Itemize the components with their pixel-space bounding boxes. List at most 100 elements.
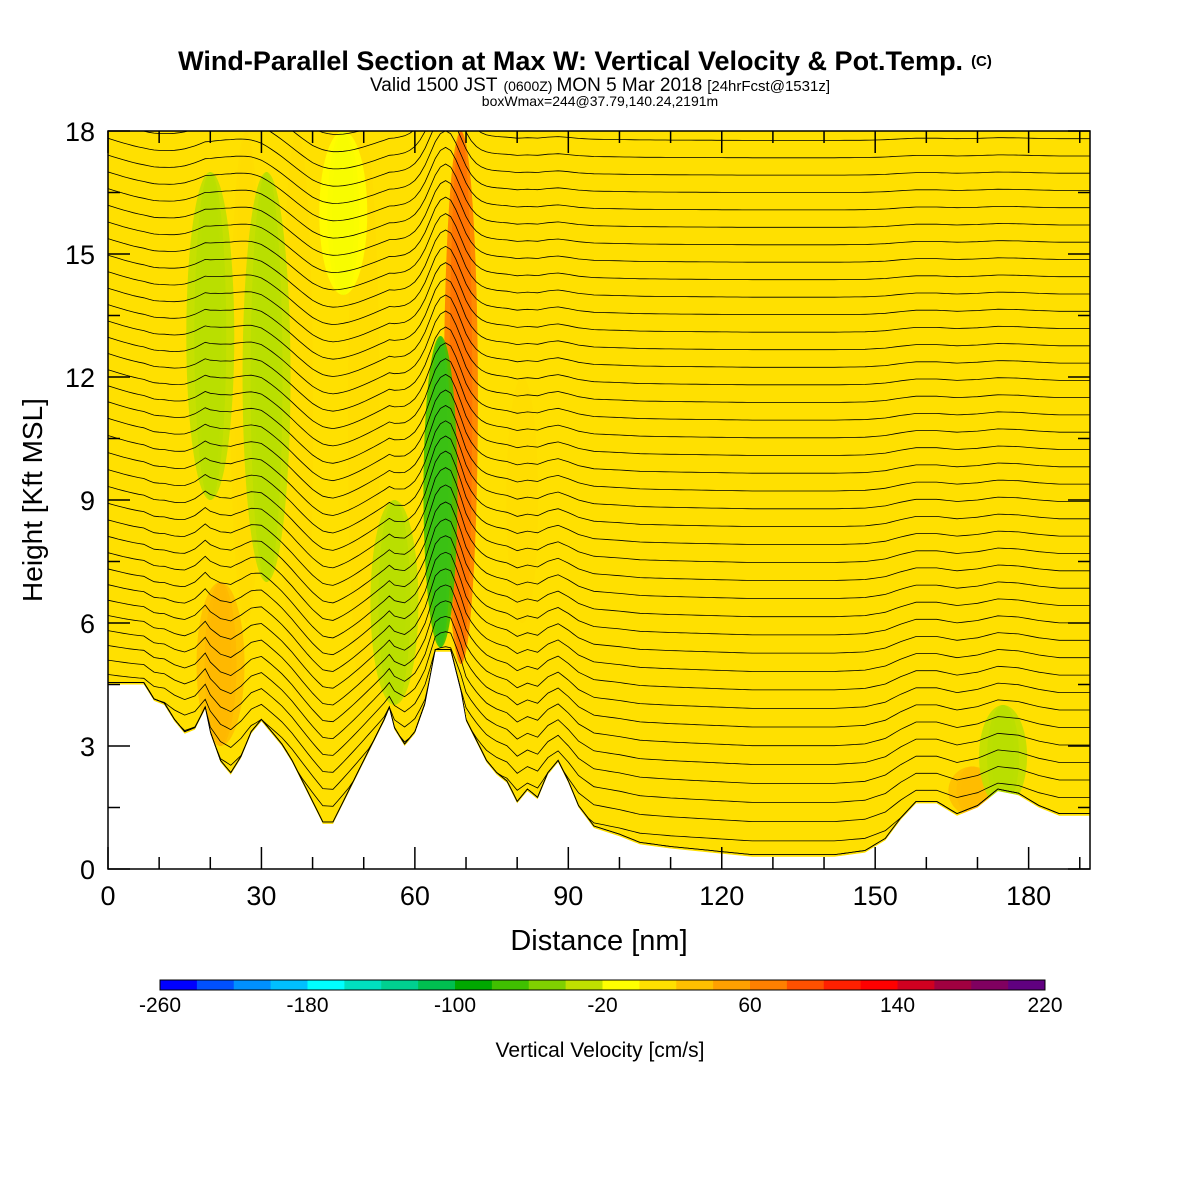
isentrope-line <box>108 373 1090 464</box>
colorbar-swatch <box>196 980 235 990</box>
isentrope-line <box>108 310 1090 395</box>
colorbar-swatch <box>676 980 714 990</box>
colorbar-swatch <box>934 980 972 990</box>
colorbar-swatch <box>786 980 825 990</box>
isentrope-line <box>141 131 1090 170</box>
colorbar-swatch <box>713 980 751 990</box>
colorbar-swatch <box>528 980 567 990</box>
colorbar-frame <box>159 979 1046 991</box>
updraft-band <box>196 582 245 746</box>
x-axis-label: Distance [nm] <box>510 925 687 957</box>
x-tick-label: 90 <box>553 881 583 911</box>
downdraft-band <box>319 131 368 295</box>
colorbar-swatch <box>455 980 493 990</box>
isentrope-line <box>108 501 1090 604</box>
colorbar-swatch <box>860 980 898 990</box>
y-tick-label: 0 <box>80 855 95 885</box>
isentrope-line <box>108 484 1090 586</box>
isentrope-line <box>108 649 1090 784</box>
colorbar-tick-label: -260 <box>139 994 181 1017</box>
y-tick-label: 18 <box>65 117 95 147</box>
colorbar-tick-label: 220 <box>1027 994 1062 1017</box>
isentrope-line <box>108 631 1090 747</box>
colorbar-tick-label: -100 <box>434 994 476 1017</box>
velocity-field <box>186 131 1028 816</box>
isentrope-line <box>108 568 1090 672</box>
colorbar-swatch <box>897 980 935 990</box>
colorbar-tick-label: 140 <box>880 994 915 1017</box>
isentrope-line <box>108 435 1090 534</box>
colorbar-swatch <box>971 980 1009 990</box>
isentrope-line <box>108 262 1090 343</box>
isentrope-line <box>108 326 1090 412</box>
isentrope-line <box>108 389 1090 482</box>
colorbar-swatch <box>750 980 788 990</box>
x-tick-label: 30 <box>246 881 276 911</box>
colorbar-swatch <box>270 980 308 990</box>
x-axis: 0 30 60 90 120 150 180 <box>100 131 1081 911</box>
isentrope-line <box>108 615 1090 728</box>
terrain <box>108 651 1090 869</box>
chart-title: Wind-Parallel Section at Max W: Vertical… <box>178 46 992 76</box>
isentrope-line <box>108 450 1090 551</box>
y-axis: 0 3 6 9 12 15 18 <box>65 117 1090 885</box>
isentrope-line <box>108 649 1090 803</box>
isentrope-line <box>108 600 1090 709</box>
isentrope-line <box>108 405 1090 499</box>
colorbar-swatch <box>639 980 677 990</box>
isentrope-line <box>108 180 1090 256</box>
x-tick-label: 120 <box>699 881 744 911</box>
updraft-band <box>498 377 547 623</box>
title-mark: (C) <box>971 53 992 70</box>
colorbar-swatch <box>565 980 603 990</box>
isentrope-line <box>108 420 1090 516</box>
isentrope-line <box>108 551 1090 656</box>
isentrope-line <box>108 146 1090 222</box>
colorbar-swatch <box>602 980 640 990</box>
colorbar-swatch <box>491 980 530 990</box>
downdraft-band <box>242 172 291 582</box>
isentrope-line <box>108 131 1090 204</box>
isentrope-line <box>108 196 1090 274</box>
colorbar-label: Vertical Velocity [cm/s] <box>496 1039 705 1062</box>
downdraft-band <box>186 172 235 500</box>
colorbar-swatch <box>160 980 198 990</box>
colorbar-swatch <box>418 980 456 990</box>
colorbar-swatch <box>823 980 862 990</box>
x-tick-label: 60 <box>400 881 430 911</box>
colorbar-swatch <box>381 980 419 990</box>
x-tick-label: 150 <box>853 881 898 911</box>
isentrope-line <box>108 646 1090 765</box>
chart-subtitle-2: boxWmax=244@37.79,140.24,2191m <box>482 93 718 109</box>
isentrope-line <box>108 649 1090 822</box>
isentrope-line <box>108 584 1090 691</box>
isentrope-line <box>108 245 1090 326</box>
chart-subtitle: Valid 1500 JST (0600Z) MON 5 Mar 2018 [24hr… <box>370 75 830 96</box>
x-tick-label: 0 <box>100 881 115 911</box>
colorbar-tick-label: 60 <box>738 994 761 1017</box>
isentrope-line <box>108 294 1090 377</box>
colorbar-tick-label: -20 <box>587 994 617 1017</box>
colorbar-swatch <box>1008 980 1046 990</box>
isentrope-line <box>108 131 1090 187</box>
colorbar-swatch <box>307 980 345 990</box>
isentrope-line <box>108 342 1090 430</box>
isentrope-line <box>108 229 1090 308</box>
isentrope-line <box>108 163 1090 239</box>
isentrope-line <box>108 535 1090 639</box>
colorbar-swatch <box>233 980 272 990</box>
y-tick-label: 9 <box>80 486 95 516</box>
colorbar-swatch <box>344 980 382 990</box>
y-tick-label: 12 <box>65 363 95 393</box>
y-axis-label: Height [Kft MSL] <box>17 398 48 602</box>
isentrope-line <box>108 213 1090 291</box>
isentrope-line <box>108 358 1090 447</box>
x-tick-label: 180 <box>1006 881 1051 911</box>
colorbar-tick-label: -180 <box>286 994 328 1017</box>
downdraft-band <box>979 705 1028 808</box>
isentrope-line <box>108 467 1090 569</box>
colorbar: -260 -180 -100 -20 60 140 220 <box>139 979 1063 1017</box>
y-tick-label: 15 <box>65 240 95 270</box>
isentropes <box>108 131 1090 855</box>
